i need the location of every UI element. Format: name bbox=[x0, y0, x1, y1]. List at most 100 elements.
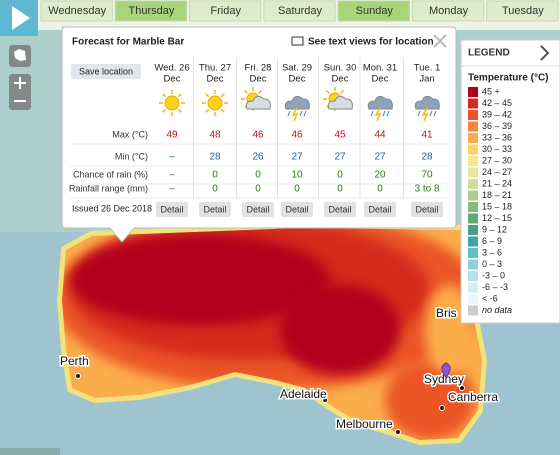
legend-label: < -6 bbox=[482, 293, 498, 303]
weather-icon bbox=[414, 95, 440, 122]
forecast-rain-chance: 0 bbox=[337, 170, 343, 181]
temp-zone bbox=[385, 360, 475, 440]
legend-swatch bbox=[468, 144, 478, 155]
day-tab-label[interactable]: Monday bbox=[429, 5, 469, 17]
cloud bbox=[284, 95, 310, 110]
cities: Perth Adelaide Melbourne Sydney Canberra Bris bbox=[59, 305, 500, 435]
day-tab-label[interactable]: Sunday bbox=[356, 5, 394, 17]
weather-icon bbox=[323, 87, 353, 111]
detail-button[interactable] bbox=[199, 202, 231, 217]
legend-label: -3 – 0 bbox=[482, 270, 505, 280]
text-view-link[interactable]: See text views for location bbox=[308, 37, 434, 48]
day-tab-label[interactable]: Wednesday bbox=[48, 5, 106, 17]
city-label: Perth bbox=[60, 354, 89, 368]
location-marker[interactable] bbox=[441, 362, 451, 379]
forecast-min: 27 bbox=[334, 152, 346, 163]
sun-ray bbox=[220, 93, 225, 98]
day-tab[interactable] bbox=[40, 0, 113, 22]
popup-title: Forecast for Marble Bar bbox=[72, 37, 184, 48]
save-button[interactable] bbox=[71, 64, 141, 79]
detail-button-label[interactable]: Detail bbox=[246, 204, 269, 214]
day-tab[interactable] bbox=[337, 0, 410, 22]
legend-label: 45 + bbox=[482, 86, 500, 96]
day-tab[interactable] bbox=[411, 0, 485, 22]
detail-button-label[interactable]: Detail bbox=[368, 204, 391, 214]
legend-swatch bbox=[468, 225, 478, 235]
legend-label: 0 – 3 bbox=[482, 259, 502, 269]
text-view-icon bbox=[291, 36, 304, 46]
cloud bbox=[245, 95, 271, 110]
lightning bbox=[374, 107, 382, 122]
detail-button-label[interactable]: Detail bbox=[328, 204, 351, 214]
day-tab-label[interactable]: Saturday bbox=[278, 5, 323, 17]
temperature-field bbox=[62, 228, 482, 440]
legend-swatch bbox=[468, 271, 478, 281]
forecast-rain-chance: 0 bbox=[255, 170, 261, 181]
city-label: Adelaide bbox=[280, 387, 327, 401]
forecast-rain-range: 0 bbox=[212, 184, 218, 195]
cloud bbox=[414, 95, 440, 110]
sun-ray bbox=[325, 89, 330, 94]
rain bbox=[370, 110, 390, 117]
forecast-rain-range: 0 bbox=[337, 184, 343, 195]
day-tab-label[interactable]: Tuesday bbox=[502, 5, 544, 17]
zoom-in[interactable] bbox=[14, 77, 26, 89]
play-button[interactable] bbox=[0, 0, 38, 36]
play-icon[interactable] bbox=[12, 6, 30, 30]
detail-button-label[interactable]: Detail bbox=[285, 204, 308, 214]
legend-swatch bbox=[468, 87, 478, 97]
day-tab[interactable] bbox=[189, 0, 262, 22]
detail-button-label[interactable]: Detail bbox=[415, 204, 438, 214]
detail-button[interactable] bbox=[156, 202, 188, 217]
day-tab[interactable] bbox=[114, 0, 188, 22]
city-label: Canberra bbox=[448, 390, 498, 404]
detail-button[interactable] bbox=[324, 202, 356, 217]
save-button-label[interactable]: Save location bbox=[79, 66, 133, 76]
city-dot bbox=[439, 405, 445, 411]
legend-title: LEGEND bbox=[468, 48, 510, 59]
sun-ray bbox=[205, 108, 210, 113]
legend-label: 15 – 18 bbox=[482, 201, 512, 211]
detail-button-label[interactable]: Detail bbox=[203, 204, 226, 214]
city-label: Melbourne bbox=[336, 417, 393, 431]
forecast-min: 27 bbox=[374, 152, 386, 163]
forecast-max: 45 bbox=[334, 130, 346, 141]
sun-ray bbox=[340, 89, 345, 94]
detail-button[interactable] bbox=[281, 202, 313, 217]
legend-label: 21 – 24 bbox=[482, 178, 512, 188]
legend-swatch bbox=[468, 110, 478, 120]
legend-swatch bbox=[468, 190, 478, 201]
forecast-rain-chance: 0 bbox=[212, 170, 218, 181]
forecast-max: 41 bbox=[421, 130, 433, 141]
detail-button[interactable] bbox=[242, 202, 274, 217]
legend-label: 6 – 9 bbox=[482, 236, 502, 246]
day-tab[interactable] bbox=[263, 0, 336, 22]
legend-label: 36 – 39 bbox=[482, 121, 512, 131]
legend-toggle[interactable] bbox=[540, 45, 550, 61]
detail-button-label[interactable]: Detail bbox=[160, 204, 183, 214]
legend-swatch bbox=[468, 167, 478, 178]
close-button[interactable] bbox=[433, 34, 447, 48]
city-label: Sydney bbox=[424, 372, 464, 386]
legend-label: no data bbox=[482, 305, 512, 315]
forecast-popup: Forecast for Marble Bar See text views f… bbox=[61, 26, 457, 243]
day-heading: Dec bbox=[250, 74, 267, 85]
legend-swatch bbox=[468, 236, 478, 247]
row-label: Rainfall range (mm) bbox=[69, 183, 148, 193]
detail-button[interactable] bbox=[364, 202, 396, 217]
detail-button[interactable] bbox=[411, 202, 443, 217]
day-heading: Dec bbox=[372, 74, 389, 85]
legend-swatch bbox=[468, 121, 478, 132]
legend-label: 18 – 21 bbox=[482, 190, 512, 200]
forecast-min: 28 bbox=[209, 152, 221, 163]
legend-label: 33 – 36 bbox=[482, 132, 512, 142]
legend-swatch bbox=[468, 179, 478, 189]
day-tab[interactable] bbox=[486, 0, 559, 22]
legend-swatch bbox=[468, 305, 478, 316]
sun-ray bbox=[162, 93, 167, 98]
day-tab-label[interactable]: Friday bbox=[210, 5, 241, 17]
day-tab-label[interactable]: Thursday bbox=[128, 5, 174, 17]
row-label: Chance of rain (%) bbox=[73, 169, 148, 179]
city-label: Bris bbox=[436, 306, 457, 320]
